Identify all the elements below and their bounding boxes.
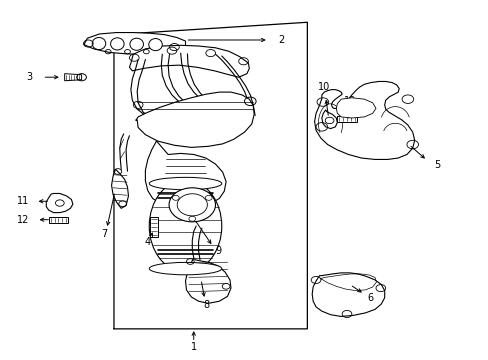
Text: 3: 3 <box>26 72 33 82</box>
Text: 10: 10 <box>318 82 330 92</box>
Text: 6: 6 <box>367 293 373 303</box>
Text: 5: 5 <box>433 160 439 170</box>
Polygon shape <box>336 98 375 118</box>
Text: 2: 2 <box>278 35 284 45</box>
Polygon shape <box>46 193 73 213</box>
Ellipse shape <box>92 37 105 50</box>
Polygon shape <box>64 74 81 81</box>
Polygon shape <box>321 110 337 129</box>
Ellipse shape <box>169 188 215 222</box>
Text: 11: 11 <box>17 196 29 206</box>
Text: 7: 7 <box>101 229 107 239</box>
Text: 12: 12 <box>17 215 29 225</box>
Polygon shape <box>145 141 225 209</box>
Polygon shape <box>136 92 254 147</box>
Polygon shape <box>185 258 230 303</box>
Text: 12: 12 <box>343 96 355 106</box>
Polygon shape <box>49 217 68 222</box>
Ellipse shape <box>149 177 222 190</box>
Polygon shape <box>84 32 185 54</box>
Text: 4: 4 <box>144 237 151 247</box>
Polygon shape <box>150 217 158 237</box>
Polygon shape <box>111 169 128 208</box>
Ellipse shape <box>110 38 124 50</box>
Ellipse shape <box>130 38 143 50</box>
Text: 1: 1 <box>190 342 196 352</box>
Polygon shape <box>311 273 384 316</box>
Text: 8: 8 <box>203 300 209 310</box>
Ellipse shape <box>148 39 162 51</box>
Ellipse shape <box>149 180 222 272</box>
Polygon shape <box>314 81 414 159</box>
Ellipse shape <box>149 262 222 275</box>
Polygon shape <box>129 45 249 77</box>
Ellipse shape <box>177 194 207 216</box>
Text: 9: 9 <box>215 246 221 256</box>
Polygon shape <box>337 116 356 122</box>
